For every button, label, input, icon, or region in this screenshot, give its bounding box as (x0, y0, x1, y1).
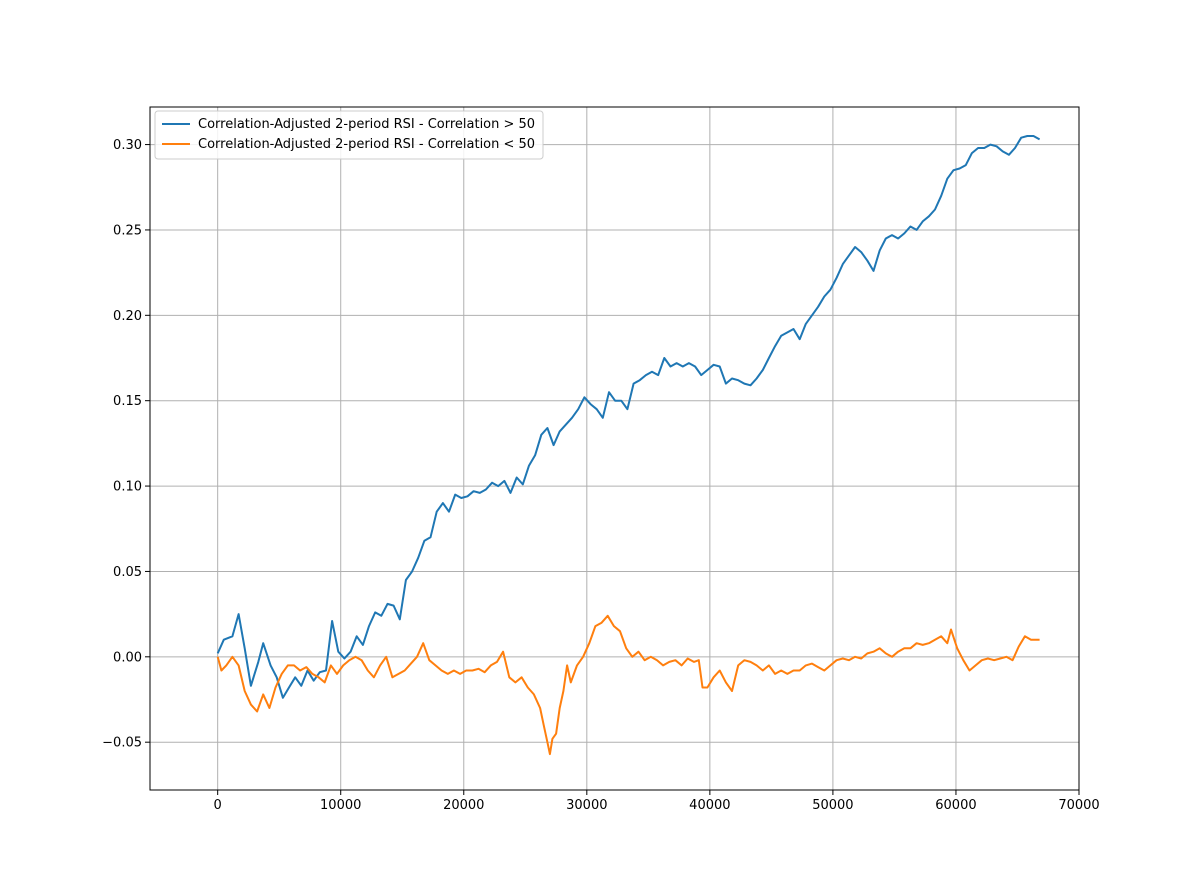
series-lines (216, 135, 1041, 756)
plot-frame (149, 106, 1080, 791)
y-tick-label: 0.05 (113, 565, 142, 580)
series-line-2 (216, 614, 1040, 756)
y-tick-label: 0.10 (113, 480, 142, 495)
x-tick-label: 60000 (935, 798, 976, 813)
y-axis: −0.05 0.00 0.05 0.10 0.15 0.20 0.25 0.30 (102, 138, 150, 751)
y-tick-label: −0.05 (102, 736, 142, 751)
x-tick-label: 50000 (812, 798, 853, 813)
x-tick-label: 40000 (689, 798, 730, 813)
y-tick-label: 0.30 (113, 138, 142, 153)
legend-box (154, 110, 544, 160)
x-tick-label: 10000 (320, 798, 361, 813)
y-tick-label: 0.20 (113, 309, 142, 324)
x-tick-label: 70000 (1058, 798, 1099, 813)
legend-label-series-2: Correlation-Adjusted 2-period RSI - Corr… (198, 137, 535, 152)
x-tick-label: 30000 (566, 798, 607, 813)
legend: Correlation-Adjusted 2-period RSI - Corr… (154, 110, 544, 160)
y-tick-label: 0.00 (113, 650, 142, 665)
legend-label-series-1: Correlation-Adjusted 2-period RSI - Corr… (198, 117, 535, 132)
x-tick-label: 20000 (443, 798, 484, 813)
x-axis: 0 10000 20000 30000 40000 50000 60000 70000 (214, 790, 1100, 813)
x-tick-label: 0 (214, 798, 222, 813)
series-line-1 (216, 135, 1041, 699)
y-tick-label: 0.15 (113, 394, 142, 409)
y-tick-label: 0.25 (113, 223, 142, 238)
